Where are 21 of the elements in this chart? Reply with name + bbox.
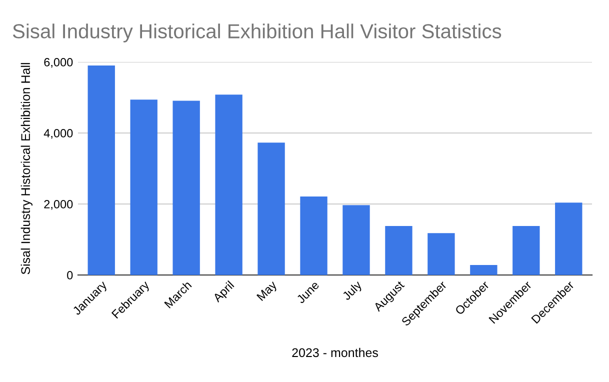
y-axis-title: Sisal Industry Historical Exhibition Hall	[20, 63, 32, 274]
bar	[512, 226, 540, 275]
bar	[300, 196, 328, 275]
bar	[428, 233, 455, 275]
x-axis-title: 2023 - monthes	[292, 348, 378, 358]
bar	[470, 265, 498, 275]
bar	[555, 202, 582, 275]
bar	[385, 226, 412, 275]
y-tick-label: 2,000	[44, 200, 73, 210]
bar	[342, 205, 370, 275]
y-tick-label: 6,000	[44, 58, 73, 68]
bar	[130, 100, 158, 275]
chart-title: Sisal Industry Historical Exhibition Hall Visitor Statistics	[12, 24, 502, 42]
y-tick-label: 4,000	[44, 129, 73, 139]
bar	[258, 142, 285, 275]
bar	[88, 66, 115, 275]
bar	[215, 94, 242, 275]
y-tick-label: 0	[67, 271, 73, 280]
bar	[172, 100, 200, 275]
x-tick-label: July	[342, 280, 364, 302]
x-tick-label: May	[256, 280, 280, 303]
